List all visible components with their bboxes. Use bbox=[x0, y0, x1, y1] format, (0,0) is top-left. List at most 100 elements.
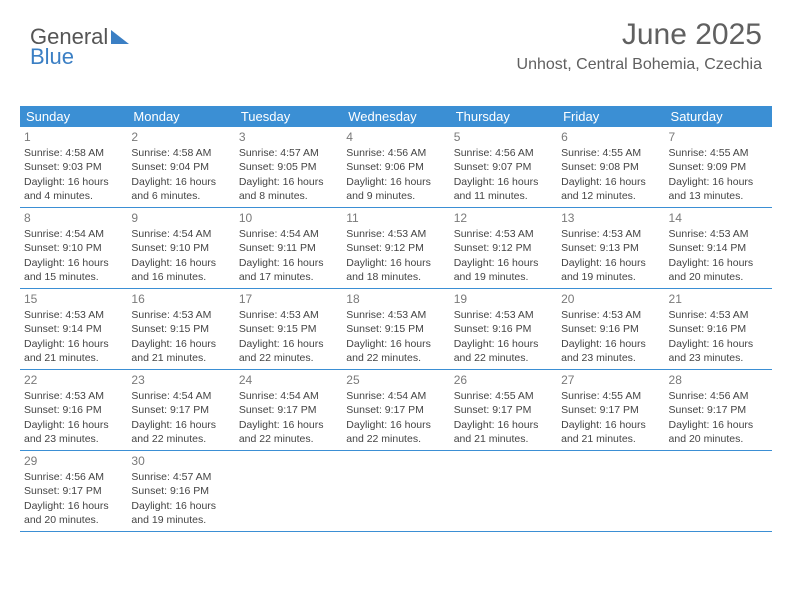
sunrise-text: Sunrise: 4:56 AM bbox=[24, 470, 122, 484]
sunset-text: Sunset: 9:12 PM bbox=[454, 241, 552, 255]
sunset-text: Sunset: 9:07 PM bbox=[454, 160, 552, 174]
sunrise-text: Sunrise: 4:53 AM bbox=[454, 227, 552, 241]
sunset-text: Sunset: 9:08 PM bbox=[561, 160, 659, 174]
day-number: 13 bbox=[561, 210, 659, 226]
sunrise-text: Sunrise: 4:53 AM bbox=[454, 308, 552, 322]
day-cell bbox=[557, 451, 664, 531]
daylight-text: Daylight: 16 hours and 19 minutes. bbox=[454, 256, 552, 284]
logo-triangle-icon bbox=[111, 30, 129, 44]
day-cell: 22Sunrise: 4:53 AMSunset: 9:16 PMDayligh… bbox=[20, 370, 127, 450]
week-row: 22Sunrise: 4:53 AMSunset: 9:16 PMDayligh… bbox=[20, 369, 772, 450]
day-number: 26 bbox=[454, 372, 552, 388]
sunset-text: Sunset: 9:17 PM bbox=[669, 403, 767, 417]
day-number: 1 bbox=[24, 129, 122, 145]
day-cell: 26Sunrise: 4:55 AMSunset: 9:17 PMDayligh… bbox=[450, 370, 557, 450]
day-number: 11 bbox=[346, 210, 444, 226]
day-cell: 28Sunrise: 4:56 AMSunset: 9:17 PMDayligh… bbox=[665, 370, 772, 450]
daylight-text: Daylight: 16 hours and 21 minutes. bbox=[24, 337, 122, 365]
sunset-text: Sunset: 9:03 PM bbox=[24, 160, 122, 174]
daylight-text: Daylight: 16 hours and 21 minutes. bbox=[454, 418, 552, 446]
day-cell: 27Sunrise: 4:55 AMSunset: 9:17 PMDayligh… bbox=[557, 370, 664, 450]
sunrise-text: Sunrise: 4:53 AM bbox=[669, 308, 767, 322]
day-cell: 11Sunrise: 4:53 AMSunset: 9:12 PMDayligh… bbox=[342, 208, 449, 288]
day-number: 28 bbox=[669, 372, 767, 388]
sunrise-text: Sunrise: 4:53 AM bbox=[561, 227, 659, 241]
day-cell: 9Sunrise: 4:54 AMSunset: 9:10 PMDaylight… bbox=[127, 208, 234, 288]
day-cell bbox=[235, 451, 342, 531]
day-number: 22 bbox=[24, 372, 122, 388]
day-number: 14 bbox=[669, 210, 767, 226]
day-number: 27 bbox=[561, 372, 659, 388]
daylight-text: Daylight: 16 hours and 20 minutes. bbox=[669, 418, 767, 446]
day-number: 12 bbox=[454, 210, 552, 226]
sunset-text: Sunset: 9:13 PM bbox=[561, 241, 659, 255]
sunrise-text: Sunrise: 4:55 AM bbox=[454, 389, 552, 403]
sunset-text: Sunset: 9:11 PM bbox=[239, 241, 337, 255]
daylight-text: Daylight: 16 hours and 15 minutes. bbox=[24, 256, 122, 284]
sunrise-text: Sunrise: 4:55 AM bbox=[669, 146, 767, 160]
sunset-text: Sunset: 9:04 PM bbox=[131, 160, 229, 174]
daylight-text: Daylight: 16 hours and 9 minutes. bbox=[346, 175, 444, 203]
day-header: Saturday bbox=[665, 106, 772, 127]
daylight-text: Daylight: 16 hours and 22 minutes. bbox=[239, 337, 337, 365]
day-cell: 18Sunrise: 4:53 AMSunset: 9:15 PMDayligh… bbox=[342, 289, 449, 369]
daylight-text: Daylight: 16 hours and 17 minutes. bbox=[239, 256, 337, 284]
daylight-text: Daylight: 16 hours and 20 minutes. bbox=[24, 499, 122, 527]
day-cell: 6Sunrise: 4:55 AMSunset: 9:08 PMDaylight… bbox=[557, 127, 664, 207]
sunrise-text: Sunrise: 4:58 AM bbox=[24, 146, 122, 160]
day-number: 21 bbox=[669, 291, 767, 307]
day-cell: 23Sunrise: 4:54 AMSunset: 9:17 PMDayligh… bbox=[127, 370, 234, 450]
day-cell bbox=[450, 451, 557, 531]
day-cell: 8Sunrise: 4:54 AMSunset: 9:10 PMDaylight… bbox=[20, 208, 127, 288]
sunrise-text: Sunrise: 4:54 AM bbox=[131, 227, 229, 241]
day-cell: 25Sunrise: 4:54 AMSunset: 9:17 PMDayligh… bbox=[342, 370, 449, 450]
sunset-text: Sunset: 9:16 PM bbox=[24, 403, 122, 417]
day-cell: 16Sunrise: 4:53 AMSunset: 9:15 PMDayligh… bbox=[127, 289, 234, 369]
week-row: 8Sunrise: 4:54 AMSunset: 9:10 PMDaylight… bbox=[20, 207, 772, 288]
day-number: 19 bbox=[454, 291, 552, 307]
daylight-text: Daylight: 16 hours and 19 minutes. bbox=[131, 499, 229, 527]
sunrise-text: Sunrise: 4:53 AM bbox=[239, 308, 337, 322]
sunset-text: Sunset: 9:17 PM bbox=[131, 403, 229, 417]
day-cell bbox=[665, 451, 772, 531]
sunset-text: Sunset: 9:15 PM bbox=[346, 322, 444, 336]
day-cell: 21Sunrise: 4:53 AMSunset: 9:16 PMDayligh… bbox=[665, 289, 772, 369]
day-number: 9 bbox=[131, 210, 229, 226]
sunset-text: Sunset: 9:17 PM bbox=[346, 403, 444, 417]
calendar: SundayMondayTuesdayWednesdayThursdayFrid… bbox=[20, 106, 772, 532]
day-number: 25 bbox=[346, 372, 444, 388]
sunrise-text: Sunrise: 4:56 AM bbox=[669, 389, 767, 403]
sunset-text: Sunset: 9:16 PM bbox=[669, 322, 767, 336]
day-cell: 10Sunrise: 4:54 AMSunset: 9:11 PMDayligh… bbox=[235, 208, 342, 288]
day-header-row: SundayMondayTuesdayWednesdayThursdayFrid… bbox=[20, 106, 772, 127]
day-cell: 7Sunrise: 4:55 AMSunset: 9:09 PMDaylight… bbox=[665, 127, 772, 207]
daylight-text: Daylight: 16 hours and 23 minutes. bbox=[561, 337, 659, 365]
sunset-text: Sunset: 9:16 PM bbox=[561, 322, 659, 336]
day-number: 17 bbox=[239, 291, 337, 307]
day-number: 18 bbox=[346, 291, 444, 307]
sunrise-text: Sunrise: 4:55 AM bbox=[561, 389, 659, 403]
day-cell bbox=[342, 451, 449, 531]
day-number: 5 bbox=[454, 129, 552, 145]
day-header: Tuesday bbox=[235, 106, 342, 127]
sunrise-text: Sunrise: 4:53 AM bbox=[24, 389, 122, 403]
sunset-text: Sunset: 9:06 PM bbox=[346, 160, 444, 174]
sunrise-text: Sunrise: 4:54 AM bbox=[131, 389, 229, 403]
day-number: 3 bbox=[239, 129, 337, 145]
sunset-text: Sunset: 9:17 PM bbox=[561, 403, 659, 417]
daylight-text: Daylight: 16 hours and 23 minutes. bbox=[24, 418, 122, 446]
week-row: 1Sunrise: 4:58 AMSunset: 9:03 PMDaylight… bbox=[20, 127, 772, 207]
sunrise-text: Sunrise: 4:53 AM bbox=[24, 308, 122, 322]
day-cell: 1Sunrise: 4:58 AMSunset: 9:03 PMDaylight… bbox=[20, 127, 127, 207]
day-cell: 12Sunrise: 4:53 AMSunset: 9:12 PMDayligh… bbox=[450, 208, 557, 288]
sunset-text: Sunset: 9:17 PM bbox=[24, 484, 122, 498]
sunrise-text: Sunrise: 4:53 AM bbox=[561, 308, 659, 322]
week-row: 15Sunrise: 4:53 AMSunset: 9:14 PMDayligh… bbox=[20, 288, 772, 369]
daylight-text: Daylight: 16 hours and 22 minutes. bbox=[239, 418, 337, 446]
day-number: 4 bbox=[346, 129, 444, 145]
sunset-text: Sunset: 9:17 PM bbox=[239, 403, 337, 417]
day-cell: 4Sunrise: 4:56 AMSunset: 9:06 PMDaylight… bbox=[342, 127, 449, 207]
daylight-text: Daylight: 16 hours and 4 minutes. bbox=[24, 175, 122, 203]
day-cell: 20Sunrise: 4:53 AMSunset: 9:16 PMDayligh… bbox=[557, 289, 664, 369]
daylight-text: Daylight: 16 hours and 19 minutes. bbox=[561, 256, 659, 284]
